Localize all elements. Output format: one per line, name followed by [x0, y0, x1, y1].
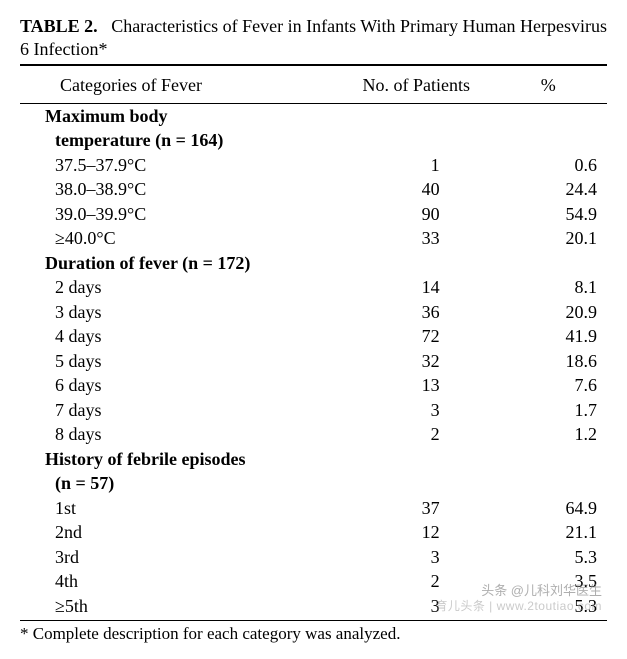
section-heading-row: (n = 57)	[20, 471, 607, 496]
section-heading: Maximum body	[20, 104, 343, 129]
table-row: 3 days3620.9	[20, 300, 607, 325]
table-row: 3rd35.3	[20, 545, 607, 570]
table-row: 8 days21.2	[20, 422, 607, 447]
section-heading-row: Duration of fever (n = 172)	[20, 251, 607, 276]
table-row: 1st3764.9	[20, 496, 607, 521]
row-count: 2	[343, 422, 490, 447]
row-percent: 20.9	[490, 300, 607, 325]
row-percent: 24.4	[490, 177, 607, 202]
col-categories: Categories of Fever	[20, 68, 343, 103]
row-label: 39.0–39.9°C	[20, 202, 343, 227]
table-row: 2nd1221.1	[20, 520, 607, 545]
row-count: 72	[343, 324, 490, 349]
row-percent: 5.3	[490, 594, 607, 619]
table-row: 38.0–38.9°C4024.4	[20, 177, 607, 202]
row-label: 5 days	[20, 349, 343, 374]
bottom-rule	[20, 620, 607, 621]
row-percent: 1.7	[490, 398, 607, 423]
row-label: 3rd	[20, 545, 343, 570]
row-percent: 0.6	[490, 153, 607, 178]
section-heading: Duration of fever (n = 172)	[20, 251, 343, 276]
row-label: 37.5–37.9°C	[20, 153, 343, 178]
section-heading-row: temperature (n = 164)	[20, 128, 607, 153]
table-row: 4th23.5	[20, 569, 607, 594]
table-row: 7 days31.7	[20, 398, 607, 423]
row-label: 3 days	[20, 300, 343, 325]
row-count: 13	[343, 373, 490, 398]
row-label: ≥40.0°C	[20, 226, 343, 251]
section-heading-row: History of febrile episodes	[20, 447, 607, 472]
row-count: 32	[343, 349, 490, 374]
row-percent: 8.1	[490, 275, 607, 300]
row-count: 3	[343, 398, 490, 423]
row-count: 3	[343, 545, 490, 570]
row-percent: 21.1	[490, 520, 607, 545]
col-patients: No. of Patients	[343, 68, 490, 103]
table-row: ≥40.0°C3320.1	[20, 226, 607, 251]
header-row: Categories of Fever No. of Patients %	[20, 68, 607, 103]
row-label: 8 days	[20, 422, 343, 447]
row-count: 1	[343, 153, 490, 178]
section-heading: History of febrile episodes	[20, 447, 343, 472]
row-count: 3	[343, 594, 490, 619]
col-percent: %	[490, 68, 607, 103]
row-percent: 3.5	[490, 569, 607, 594]
data-table: Categories of Fever No. of Patients % Ma…	[20, 68, 607, 618]
table-row: 37.5–37.9°C10.6	[20, 153, 607, 178]
row-percent: 54.9	[490, 202, 607, 227]
row-label: 2nd	[20, 520, 343, 545]
row-percent: 18.6	[490, 349, 607, 374]
row-percent: 41.9	[490, 324, 607, 349]
row-label: 4 days	[20, 324, 343, 349]
row-count: 12	[343, 520, 490, 545]
row-label: 4th	[20, 569, 343, 594]
table-label: TABLE 2.	[20, 16, 98, 36]
section-heading-row: Maximum body	[20, 104, 607, 129]
row-label: 2 days	[20, 275, 343, 300]
row-count: 40	[343, 177, 490, 202]
table-row: 5 days3218.6	[20, 349, 607, 374]
row-percent: 20.1	[490, 226, 607, 251]
row-percent: 5.3	[490, 545, 607, 570]
row-percent: 64.9	[490, 496, 607, 521]
row-count: 14	[343, 275, 490, 300]
table-row: 6 days137.6	[20, 373, 607, 398]
row-label: 7 days	[20, 398, 343, 423]
row-count: 37	[343, 496, 490, 521]
row-label: 1st	[20, 496, 343, 521]
row-count: 33	[343, 226, 490, 251]
row-label: ≥5th	[20, 594, 343, 619]
table-row: ≥5th35.3	[20, 594, 607, 619]
table-row: 39.0–39.9°C9054.9	[20, 202, 607, 227]
row-count: 90	[343, 202, 490, 227]
row-count: 36	[343, 300, 490, 325]
row-label: 6 days	[20, 373, 343, 398]
row-label: 38.0–38.9°C	[20, 177, 343, 202]
row-percent: 7.6	[490, 373, 607, 398]
section-heading-cont: (n = 57)	[20, 471, 343, 496]
table-footnote: * Complete description for each category…	[20, 623, 607, 644]
table-row: 2 days148.1	[20, 275, 607, 300]
row-count: 2	[343, 569, 490, 594]
top-rule	[20, 64, 607, 66]
row-percent: 1.2	[490, 422, 607, 447]
table-row: 4 days7241.9	[20, 324, 607, 349]
section-heading-cont: temperature (n = 164)	[20, 128, 343, 153]
table-title: Characteristics of Fever in Infants With…	[20, 16, 607, 59]
table-caption: TABLE 2. Characteristics of Fever in Inf…	[20, 15, 607, 60]
